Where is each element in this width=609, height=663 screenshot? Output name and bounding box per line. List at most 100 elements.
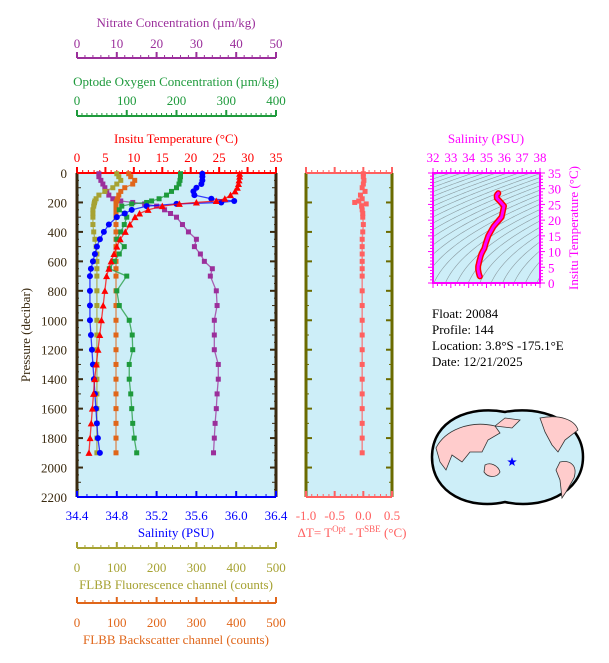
- temperature-point: [221, 195, 229, 202]
- backscatter-point: [132, 177, 138, 183]
- float-id: Float: 20084: [432, 306, 499, 321]
- temperature-tick-label: 10: [127, 150, 140, 165]
- fluorescence-point: [94, 273, 100, 279]
- map-landmass: [539, 416, 579, 453]
- salinity-axis-title: Salinity (PSU): [138, 525, 214, 540]
- temperature-point: [192, 198, 200, 206]
- delta-t-point: [359, 251, 365, 257]
- temperature-point: [231, 187, 239, 195]
- temperature-point: [86, 434, 94, 442]
- nitrate-point: [96, 171, 102, 177]
- delta-t-axis-title: ΔT= TOpt - TSBE (°C): [298, 524, 407, 540]
- oxygen-tick-label: 300: [217, 93, 237, 108]
- temperature-tick-label: 25: [213, 150, 226, 165]
- temperature-point: [235, 176, 243, 184]
- ts-salinity-tick-label: 37: [516, 150, 530, 165]
- pressure-tick-label: 800: [48, 284, 68, 299]
- salinity-point: [94, 435, 101, 442]
- salinity-point: [93, 420, 100, 427]
- fluorescence-point: [91, 203, 97, 209]
- ts-temperature-tick-label: 30: [548, 182, 561, 197]
- delta-t-point: [360, 171, 366, 177]
- backscatter-point: [128, 174, 134, 180]
- backscatter-point: [113, 420, 119, 426]
- temperature-point: [227, 191, 235, 199]
- ts-salinity-tick-label: 32: [427, 150, 440, 165]
- fluorescence-point: [94, 317, 100, 323]
- oxygen-point: [177, 177, 183, 183]
- backscatter-point: [113, 347, 119, 353]
- temperature-tick-label: 20: [184, 150, 197, 165]
- ts-temperature-tick-label: 0: [548, 276, 555, 291]
- fluorescence-point: [114, 181, 120, 187]
- temperature-point: [85, 449, 93, 456]
- oxygen-point: [116, 303, 122, 309]
- delta-t-point: [359, 207, 365, 213]
- pressure-tick-label: 1600: [41, 402, 67, 417]
- nitrate-axis-title: Nitrate Concentration (µm/kg): [96, 15, 255, 30]
- fluorescence-point: [90, 214, 96, 220]
- ts-salinity-tick-label: 35: [480, 150, 493, 165]
- fluorescence-point: [94, 258, 100, 264]
- pressure-tick-label: 1000: [41, 313, 67, 328]
- nitrate-point: [100, 181, 106, 187]
- density-contour: [456, 214, 540, 283]
- density-contour: [433, 173, 475, 188]
- oxygen-point: [177, 174, 183, 180]
- temperature-tick-label: 30: [241, 150, 254, 165]
- salinity-point: [208, 195, 215, 202]
- temperature-point: [99, 302, 107, 309]
- temperature-point: [101, 287, 109, 294]
- temperature-point: [87, 419, 95, 427]
- nitrate-point: [154, 203, 160, 209]
- backscatter-point: [113, 273, 119, 279]
- delta-t-point: [359, 391, 365, 397]
- density-contour: [433, 185, 540, 238]
- delta-t-point: [359, 406, 365, 412]
- nitrate-point: [193, 236, 199, 242]
- temperature-point: [158, 202, 166, 210]
- temperature-point: [131, 213, 139, 221]
- pressure-tick-label: 400: [48, 225, 68, 240]
- backscatter-point: [113, 361, 119, 367]
- fluorescence-point: [118, 177, 124, 183]
- delta-t-point: [359, 273, 365, 279]
- oxygen-point: [149, 198, 155, 204]
- nitrate-point: [211, 332, 217, 338]
- density-contour: [433, 173, 540, 218]
- ts-salinity-tick-label: 36: [498, 150, 512, 165]
- nitrate-point: [118, 198, 124, 204]
- nitrate-point: [214, 391, 220, 397]
- density-contour: [525, 261, 540, 283]
- oxygen-point: [111, 258, 117, 264]
- oxygen-point: [129, 201, 135, 207]
- delta-tick-label: -1.0: [296, 508, 317, 523]
- oxygen-point: [126, 317, 132, 323]
- delta-plot-area: [306, 173, 392, 497]
- salinity-point: [96, 449, 103, 456]
- temperature-point: [89, 390, 97, 397]
- nitrate-tick-label: 10: [110, 36, 123, 51]
- backscatter-point: [113, 211, 119, 216]
- backscatter-point: [122, 185, 128, 191]
- location: Location: 3.8°S -175.1°E: [432, 338, 564, 353]
- delta-t-point: [361, 177, 367, 183]
- salinity-point: [86, 273, 93, 280]
- backscatter-point: [113, 266, 119, 272]
- oxygen-point: [130, 420, 136, 426]
- ts-salinity-tick-label: 38: [534, 150, 547, 165]
- density-contour: [433, 173, 521, 207]
- temperature-point: [116, 235, 124, 243]
- nitrate-point: [179, 222, 185, 228]
- density-contour: [433, 204, 540, 283]
- nitrate-point: [211, 317, 217, 323]
- ts-temperature-tick-label: 5: [548, 260, 555, 275]
- delta-t-point: [359, 196, 365, 202]
- oxygen-point: [116, 207, 122, 213]
- float-location-star-icon: [507, 457, 517, 466]
- nitrate-point: [102, 185, 108, 191]
- nitrate-tick-label: 0: [74, 36, 81, 51]
- salinity-point: [87, 332, 94, 338]
- salinity-point: [93, 243, 100, 250]
- density-contour: [433, 189, 540, 246]
